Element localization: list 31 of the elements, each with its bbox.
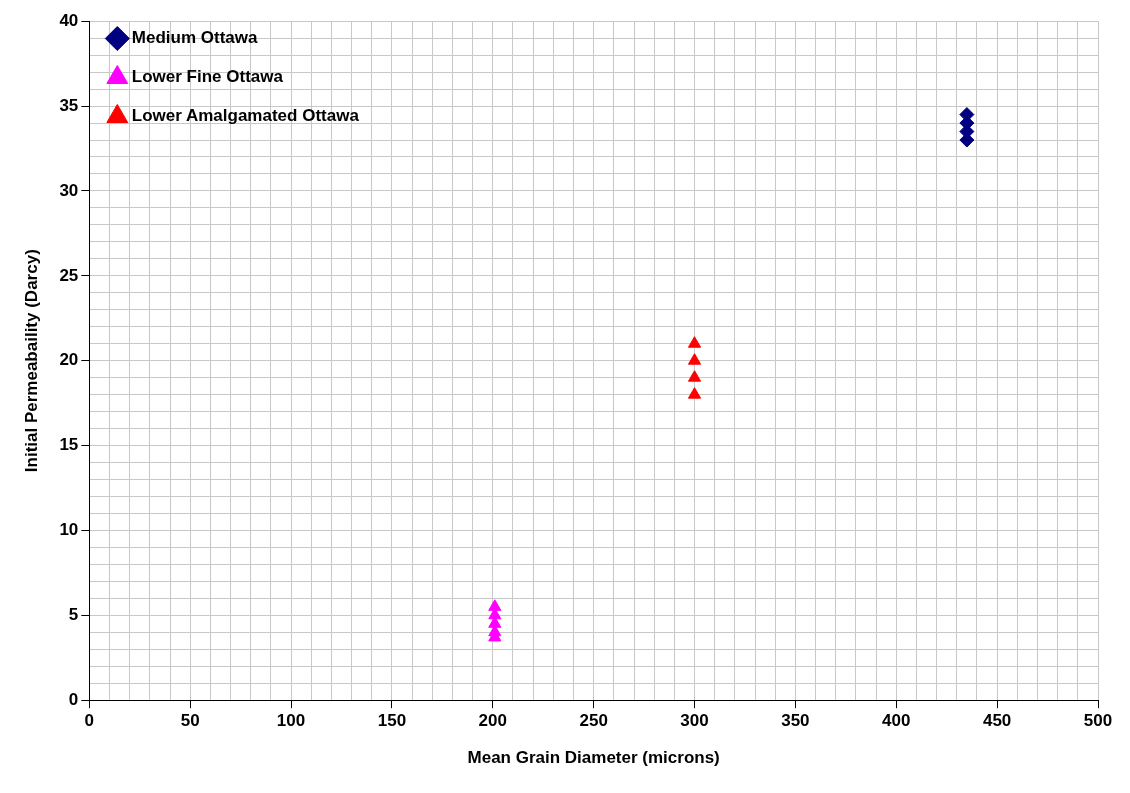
legend-label: Lower Fine Ottawa: [131, 67, 284, 87]
y-tick-label: 5: [68, 605, 79, 625]
point: [687, 370, 702, 382]
x-tick-label: 450: [982, 711, 1012, 731]
y-tick-label: 0: [68, 689, 79, 709]
legend-label: Medium Ottawa: [131, 28, 258, 48]
y-tick-label: 35: [59, 95, 79, 115]
y-tick-label: 25: [59, 265, 79, 285]
x-tick-label: 150: [377, 711, 407, 731]
x-tick-label: 500: [1083, 711, 1113, 731]
x-tick-label: 100: [276, 711, 306, 731]
x-tick-label: 250: [579, 711, 608, 731]
point: [687, 387, 702, 399]
y-tick-label: 20: [59, 350, 79, 370]
x-tick-label: 300: [680, 711, 709, 731]
y-axis-title: Initial Permeabaility (Darcy): [21, 249, 41, 473]
x-tick-label: 0: [84, 711, 95, 731]
y-tick-label: 10: [59, 520, 79, 540]
point: [488, 616, 502, 628]
x-tick-label: 200: [478, 711, 507, 731]
y-tick-label: 40: [59, 10, 79, 30]
point: [488, 599, 502, 611]
x-tick-label: 50: [180, 711, 200, 731]
y-tick-label: 15: [59, 435, 79, 455]
y-tick-label: 30: [59, 180, 79, 200]
x-tick-label: 350: [781, 711, 810, 731]
point: [687, 336, 702, 348]
legend-label: Lower Amalgamated Ottawa: [131, 106, 360, 126]
x-axis-title: Mean Grain Diameter (microns): [467, 748, 720, 768]
x-tick-label: 400: [882, 711, 911, 731]
point: [687, 353, 702, 365]
